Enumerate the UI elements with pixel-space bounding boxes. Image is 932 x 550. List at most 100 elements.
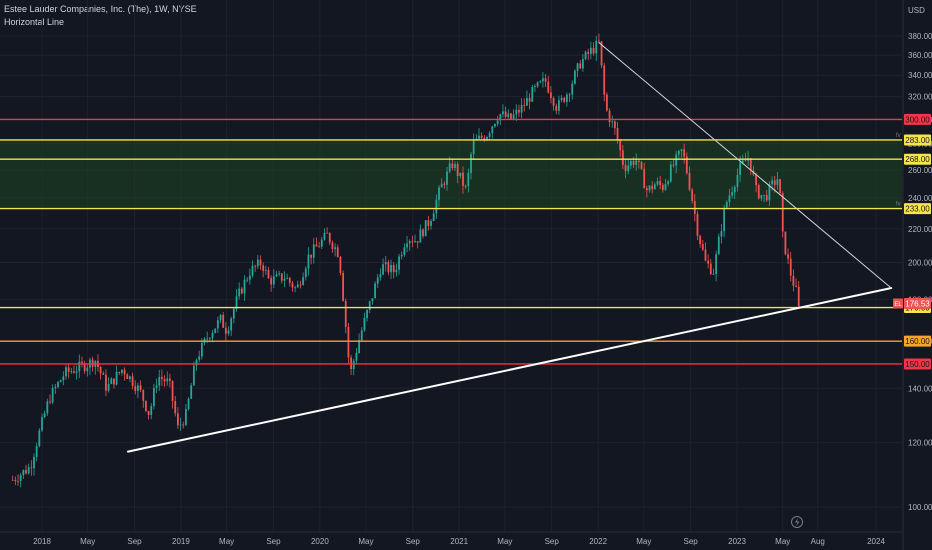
candle-body	[312, 244, 315, 258]
candle-body	[688, 173, 691, 190]
candle-body	[392, 265, 395, 273]
candles	[11, 33, 800, 488]
price-tick-label: 100.00	[908, 503, 932, 512]
candle-body	[486, 136, 488, 140]
candle-body	[406, 243, 408, 248]
candle-body	[523, 105, 526, 106]
price-axis[interactable]: USD 100.00120.00140.00160.00180.00200.00…	[902, 0, 932, 550]
candle-body	[613, 121, 616, 129]
symbol-tag-label: EL	[894, 302, 902, 308]
candle-body	[526, 97, 528, 106]
lightning-icon[interactable]	[791, 516, 803, 528]
candle-body	[792, 275, 795, 286]
candle-body	[81, 361, 83, 364]
level-price-label: 160.00	[905, 337, 930, 346]
candle-body	[496, 120, 499, 124]
candle-body	[121, 369, 123, 373]
candle-body	[797, 286, 800, 307]
time-axis[interactable]: 2018 May Sep 2019 May Sep 2020 May Sep 2021 May Sep…	[0, 531, 903, 546]
candle-body	[264, 269, 267, 271]
candle-body	[30, 467, 33, 469]
candle-body	[206, 338, 209, 340]
candle-body	[142, 389, 145, 401]
candle-body	[760, 195, 763, 199]
candle-body	[574, 70, 576, 84]
candle-body	[14, 479, 17, 482]
candle-body	[621, 150, 624, 165]
candle-body	[427, 220, 430, 226]
candle-body	[680, 149, 683, 151]
candle-body	[555, 105, 558, 111]
candle-body	[99, 367, 102, 374]
candle-body	[384, 262, 387, 265]
candle-body	[400, 254, 403, 257]
candle-body	[507, 113, 510, 118]
candle-body	[227, 330, 230, 334]
candle-body	[216, 320, 219, 329]
candle-body	[664, 184, 667, 190]
candle-body	[462, 172, 464, 187]
time-tick-label: May	[358, 537, 373, 546]
time-tick-label: Sep	[127, 537, 142, 546]
candle-body	[291, 282, 294, 288]
candle-body	[579, 63, 582, 69]
candle-body	[232, 308, 235, 319]
candle-body	[709, 263, 712, 274]
candle-body	[326, 232, 329, 234]
candle-body	[46, 401, 49, 414]
time-tick-label: 2019	[172, 537, 190, 546]
candle-body	[499, 114, 502, 121]
candle-body	[403, 247, 406, 255]
candle-body	[451, 163, 454, 168]
candle-body	[27, 467, 30, 474]
candle-body	[107, 383, 110, 391]
candle-body	[54, 387, 57, 389]
candle-body	[589, 47, 592, 54]
time-tick-label: May	[775, 537, 790, 546]
candle-body	[379, 274, 382, 278]
candle-body	[595, 40, 598, 54]
candle-body	[304, 268, 307, 278]
candle-body	[168, 378, 171, 381]
candle-body	[733, 187, 736, 193]
candle-body	[736, 174, 739, 188]
level-price-flag	[904, 113, 931, 125]
candle-body	[344, 300, 347, 327]
candle-body	[318, 246, 321, 248]
candle-body	[294, 287, 297, 289]
candle-body	[358, 340, 360, 353]
candle-body	[62, 376, 65, 381]
candle-body	[49, 401, 51, 403]
candle-body	[502, 111, 504, 115]
candle-body	[19, 475, 22, 482]
candle-body	[701, 244, 704, 250]
chart-title: Estee Lauder Companies, Inc. (The), 1W, …	[4, 4, 197, 14]
trendline	[127, 287, 893, 453]
candle-body	[57, 382, 59, 388]
candle-body	[744, 160, 747, 162]
candle-body	[238, 288, 241, 297]
candle-body	[483, 137, 486, 140]
candle-body	[661, 184, 664, 190]
candle-body	[600, 41, 603, 66]
candle-body	[91, 359, 94, 367]
candle-body	[571, 83, 574, 95]
candle-body	[363, 318, 366, 331]
candle-body	[123, 369, 126, 375]
candle-body	[603, 65, 606, 95]
candle-body	[411, 241, 414, 243]
candle-body	[480, 135, 483, 138]
candle-body	[627, 165, 630, 172]
trendlines[interactable]	[127, 42, 893, 453]
currency-label: USD	[908, 6, 925, 15]
candle-body	[166, 378, 169, 382]
candle-body	[243, 279, 246, 294]
candle-body	[315, 244, 318, 247]
candle-body	[33, 456, 35, 469]
candle-body	[246, 279, 249, 281]
horizontal-levels[interactable]	[0, 118, 902, 365]
candle-body	[251, 265, 254, 276]
candle-body	[464, 186, 467, 187]
candle-body	[200, 342, 203, 357]
